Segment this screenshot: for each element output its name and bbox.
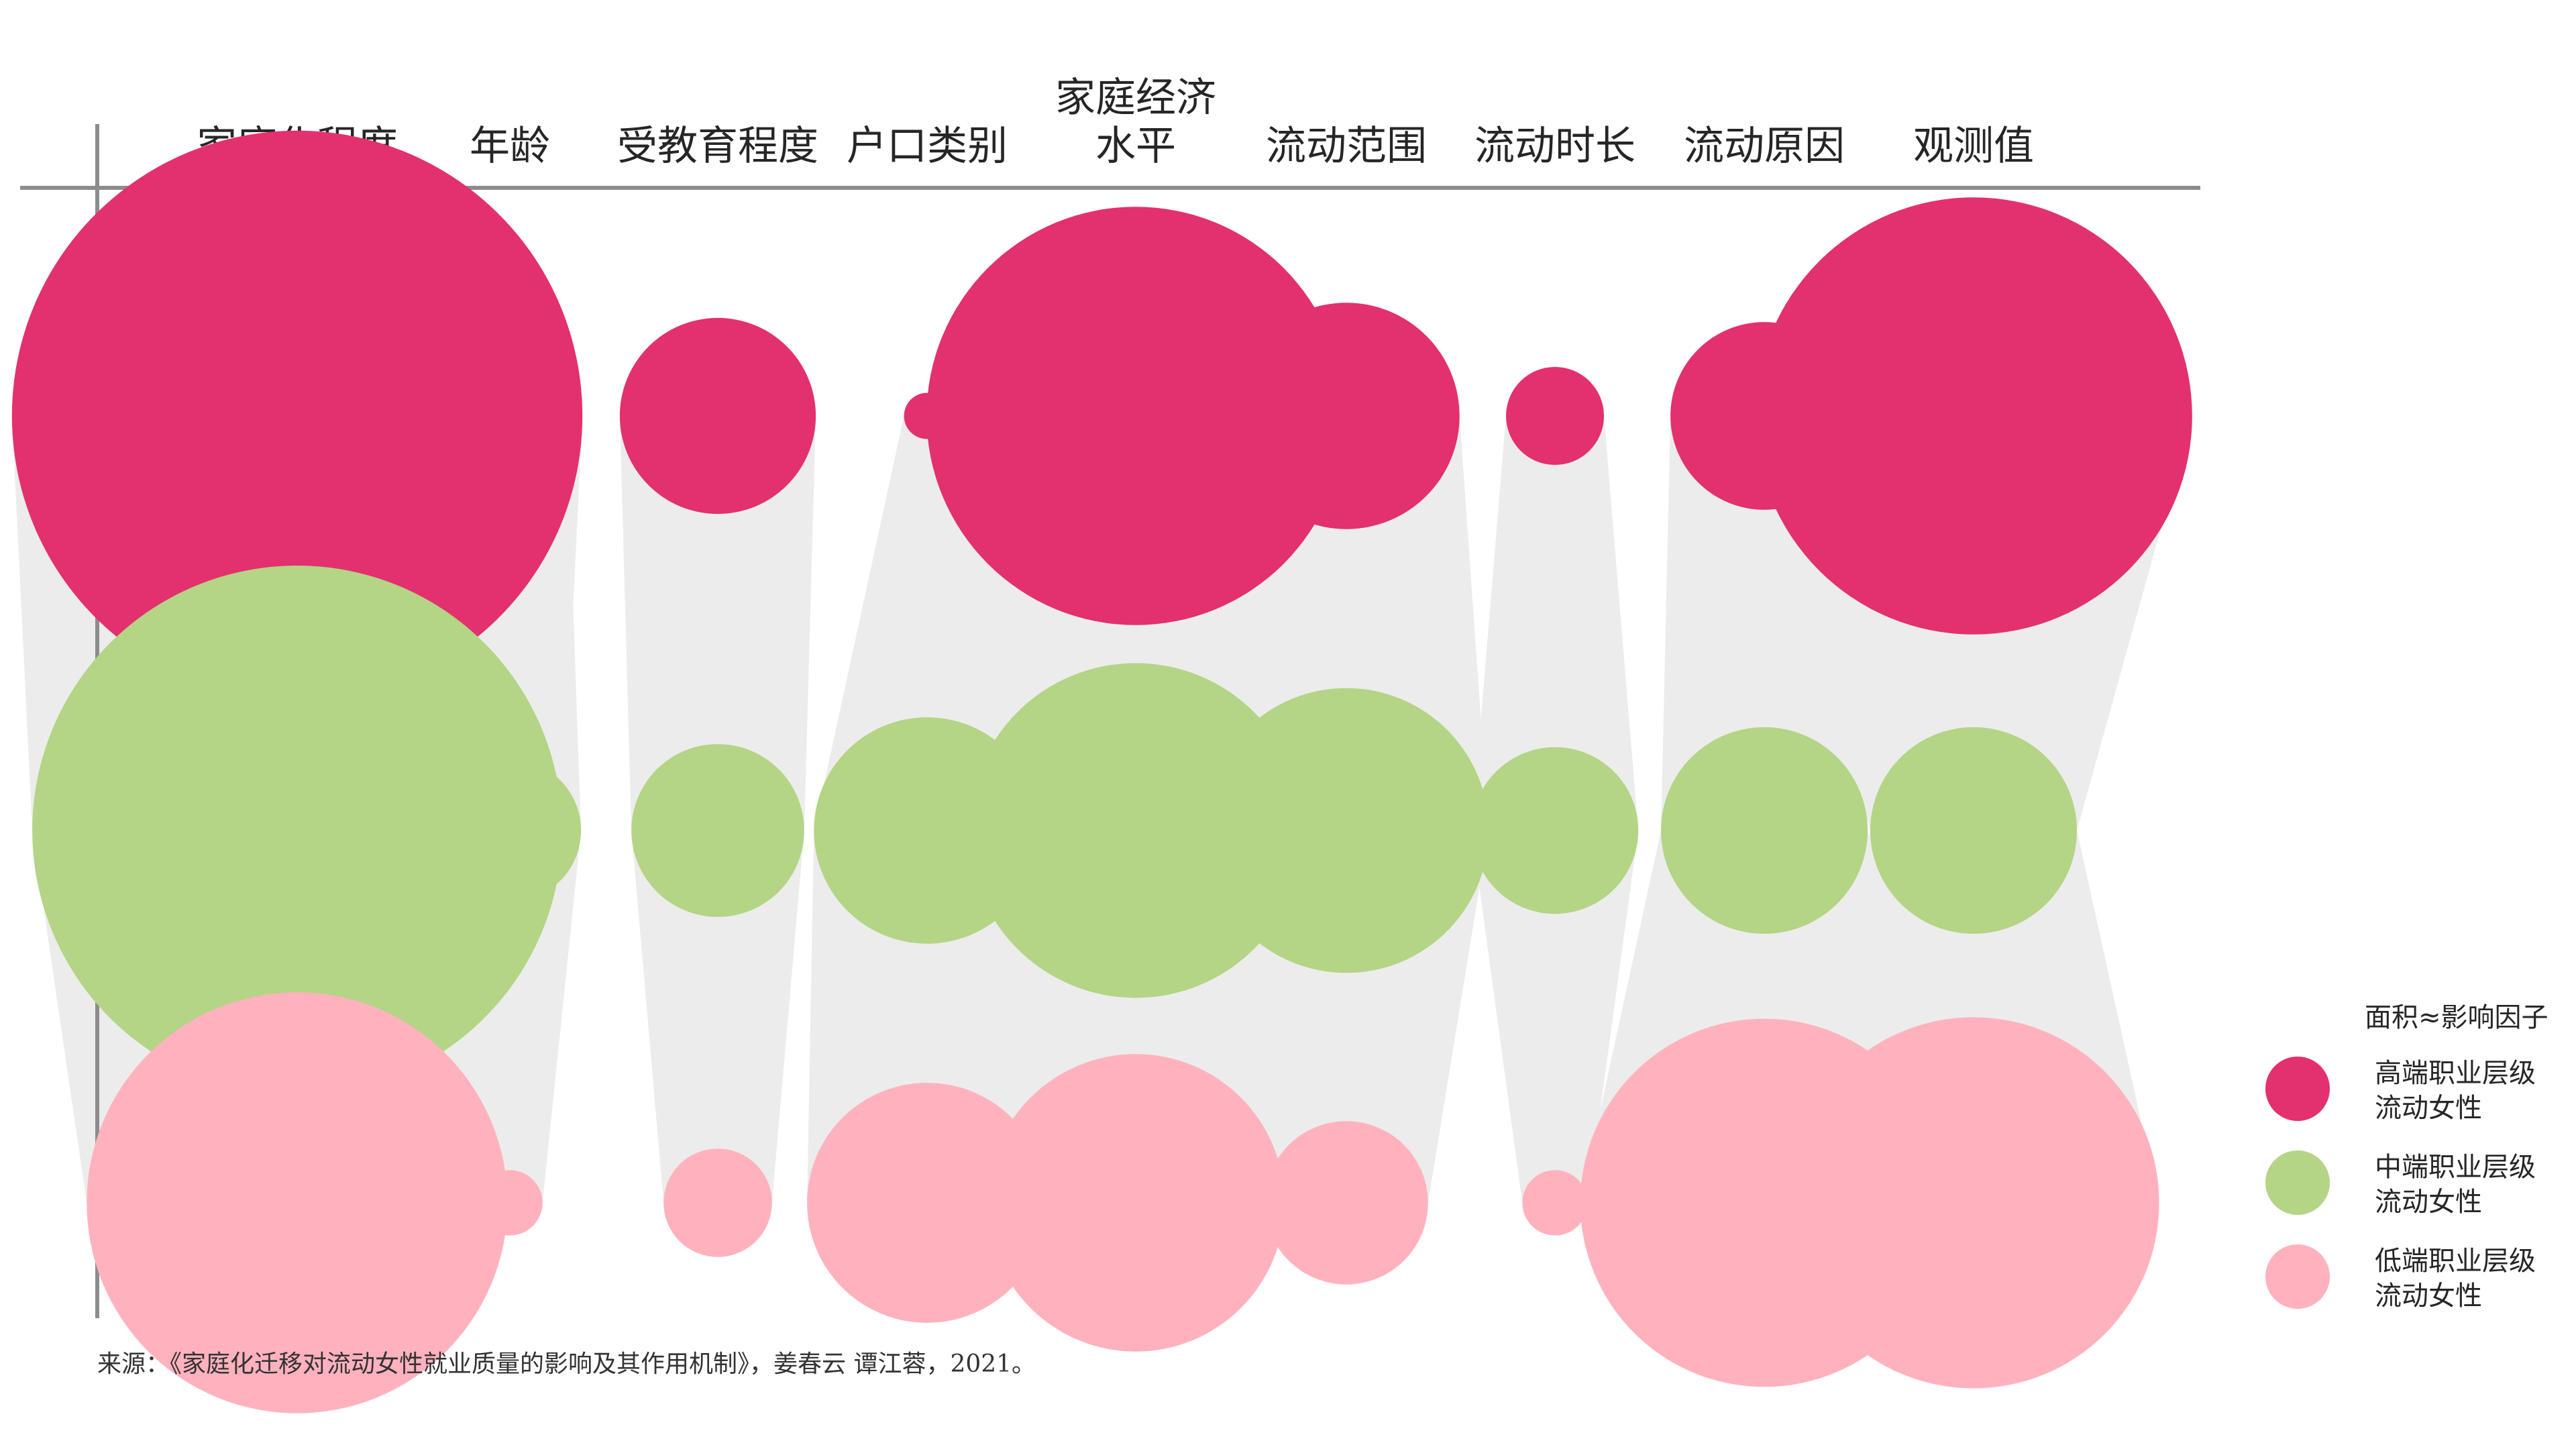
category-label-line: 受教育程度 — [617, 123, 818, 170]
legend-swatch — [2265, 1244, 2330, 1309]
bubble — [631, 744, 804, 917]
category-label: 流动原因 — [1684, 123, 1845, 170]
legend-title: 面积≈影响因子 — [2365, 1002, 2548, 1033]
category-label-line: 水平 — [1095, 123, 1176, 170]
bubble — [1870, 727, 2077, 934]
source-caption: 来源：《家庭化迁移对流动女性就业质量的影响及其作用机制》，姜春云 谭江蓉，202… — [97, 1350, 1036, 1378]
bubble — [1522, 1170, 1588, 1236]
bubble — [32, 566, 562, 1095]
bubble — [1265, 1121, 1428, 1285]
legend-label-line: 中端职业层级 — [2375, 1152, 2536, 1183]
bubble — [11, 130, 583, 702]
bubble — [1506, 367, 1604, 465]
category-label: 年龄 — [470, 123, 550, 170]
category-label-layer: 家庭化程度年龄受教育程度户口类别家庭经济水平流动范围流动时长流动原因观测值 — [197, 74, 2034, 170]
legend-label: 低端职业层级流动女性 — [2375, 1246, 2536, 1311]
category-label: 流动范围 — [1266, 123, 1427, 170]
bubble — [438, 759, 582, 902]
legend-label-line: 流动女性 — [2375, 1281, 2482, 1311]
bubble — [968, 663, 1303, 998]
bubble-layer — [11, 130, 2192, 1413]
bubble — [1661, 727, 1868, 934]
category-label-line: 户口类别 — [847, 123, 1008, 170]
category-label-line: 流动时长 — [1474, 123, 1635, 170]
bubble — [1203, 688, 1489, 973]
legend-item: 高端职业层级流动女性 — [2265, 1057, 2536, 1124]
legend-swatch — [2265, 1150, 2330, 1215]
category-label-line: 家庭经济 — [1055, 74, 1216, 121]
category-label: 受教育程度 — [617, 123, 818, 170]
category-label: 观测值 — [1913, 123, 2034, 170]
bubble — [663, 1148, 772, 1257]
legend-label-line: 流动女性 — [2375, 1187, 2482, 1218]
category-label-line: 观测值 — [1913, 123, 2034, 170]
bubble — [1755, 197, 2192, 635]
legend-label-line: 高端职业层级 — [2375, 1058, 2536, 1089]
bubble — [987, 1054, 1285, 1352]
category-label: 户口类别 — [847, 123, 1008, 170]
bubble — [1471, 747, 1639, 914]
category-label-line: 年龄 — [470, 123, 550, 170]
legend-swatch — [2265, 1057, 2330, 1121]
bubble — [619, 317, 816, 515]
bubble — [453, 359, 567, 473]
legend-label: 高端职业层级流动女性 — [2375, 1058, 2536, 1124]
legend-item: 中端职业层级流动女性 — [2265, 1150, 2536, 1218]
legend-label-line: 低端职业层级 — [2375, 1246, 2536, 1277]
category-label: 流动时长 — [1474, 123, 1635, 170]
legend-label: 中端职业层级流动女性 — [2375, 1152, 2536, 1218]
category-label: 家庭经济水平 — [1055, 74, 1216, 170]
bubble — [477, 1170, 543, 1236]
category-label-line: 流动范围 — [1266, 123, 1427, 170]
category-label-line: 流动原因 — [1684, 123, 1845, 170]
bubble — [926, 207, 1345, 625]
bubble — [1788, 1017, 2159, 1389]
bubble — [1233, 303, 1460, 529]
legend-item: 低端职业层级流动女性 — [2265, 1244, 2536, 1311]
legend-label-line: 流动女性 — [2375, 1093, 2482, 1124]
bubble — [807, 1083, 1047, 1323]
bubble — [87, 992, 508, 1413]
